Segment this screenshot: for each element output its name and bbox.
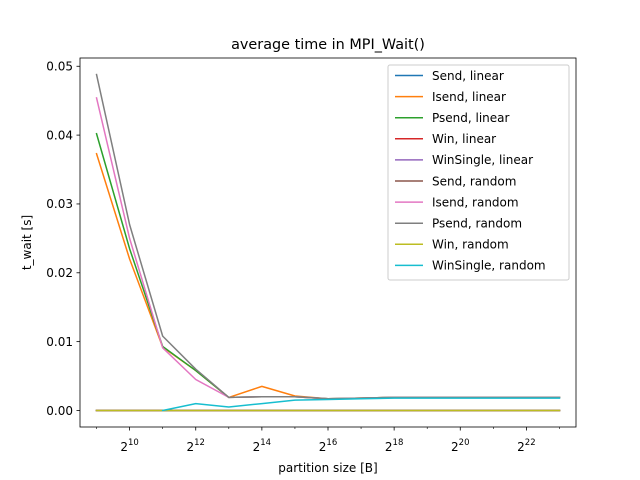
y-tick-label: 0.01: [46, 335, 73, 349]
legend-frame: [387, 64, 570, 281]
x-tick-label: 218: [385, 438, 403, 454]
legend-label: Send, linear: [432, 69, 504, 83]
x-tick-label: 210: [120, 438, 138, 454]
x-tick-label: 212: [187, 438, 205, 454]
y-tick-label: 0.03: [46, 197, 73, 211]
x-axis: 210 212 214 216 218 220 222: [96, 427, 560, 454]
x-tick-label: 214: [253, 438, 271, 454]
y-axis-label: t_wait [s]: [20, 215, 34, 270]
chart-title: average time in MPI_Wait(): [231, 37, 425, 53]
series-layer: [95, 73, 561, 412]
legend-label: WinSingle, random: [432, 259, 546, 273]
legend-label: Isend, linear: [432, 90, 506, 104]
legend-label: Win, random: [432, 238, 509, 252]
y-tick-label: 0.02: [46, 266, 73, 280]
x-tick-label: 222: [517, 438, 535, 454]
x-tick-label: 216: [319, 438, 337, 454]
legend-label: WinSingle, linear: [432, 153, 533, 167]
legend-label: Win, linear: [432, 132, 496, 146]
x-tick-label: 220: [451, 438, 469, 454]
legend: Send, linear Isend, linear Psend, linear Wi…: [387, 64, 570, 281]
y-tick-label: 0.05: [46, 60, 73, 74]
y-tick-label: 0.00: [46, 404, 73, 418]
y-axis: 0.00 0.01 0.02 0.03 0.04 0.05: [46, 60, 80, 418]
series-line-9: [161, 397, 561, 412]
legend-label: Psend, linear: [432, 111, 510, 125]
legend-label: Send, random: [432, 174, 516, 188]
y-tick-label: 0.04: [46, 128, 73, 142]
legend-label: Isend, random: [432, 195, 519, 209]
legend-label: Psend, random: [432, 217, 522, 231]
x-axis-label: partition size [B]: [278, 461, 377, 475]
